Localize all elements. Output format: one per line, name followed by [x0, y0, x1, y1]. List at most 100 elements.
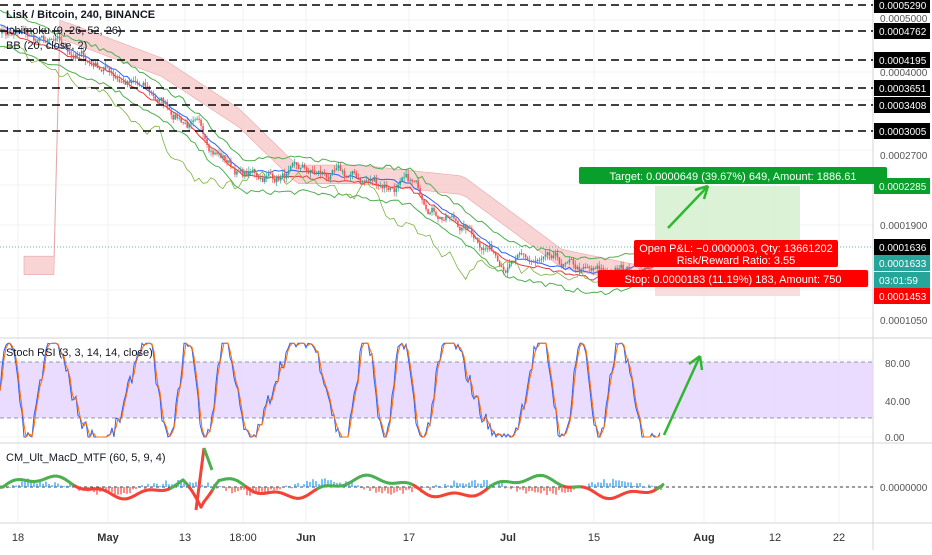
macd-line-segment	[660, 485, 663, 487]
macd-histogram-bar	[300, 486, 302, 487]
candle-body	[304, 165, 306, 168]
macd-histogram-bar	[363, 487, 365, 490]
candle-body	[324, 172, 326, 174]
candle-body	[451, 216, 453, 217]
candle-body	[429, 212, 431, 214]
price-level-tag-text: 0.0003005	[879, 127, 927, 138]
candle-body	[583, 267, 585, 269]
candle-body	[246, 172, 248, 176]
macd-histogram-bar	[216, 487, 218, 489]
candle-body	[262, 178, 264, 182]
macd-histogram-bar	[315, 481, 317, 487]
candle-body	[590, 268, 592, 270]
candle-body	[567, 262, 569, 263]
candle-body	[620, 265, 622, 269]
macd-histogram-bar	[120, 487, 122, 494]
macd-histogram-bar	[432, 486, 434, 487]
candle-body	[497, 256, 499, 262]
macd-histogram-bar	[132, 487, 134, 489]
macd-histogram-bar	[522, 487, 524, 490]
pnl-label: Open P&L: −0.0000003, Qty: 13661202Risk/…	[634, 240, 838, 267]
target-label-text: Target: 0.0000649 (39.67%) 649, Amount: …	[609, 171, 856, 183]
candle-body	[105, 65, 107, 69]
candle-body	[461, 228, 463, 231]
macd-histogram-bar	[648, 485, 650, 487]
candle-body	[133, 80, 135, 81]
candle-body	[473, 234, 475, 238]
bb-legend[interactable]: BB (20, close, 2)	[6, 40, 87, 52]
symbol-title[interactable]: Lisk / Bitcoin, 240, BINANCE	[6, 9, 155, 21]
candle-body	[202, 126, 204, 134]
candle-body	[77, 54, 79, 55]
macd-histogram-bar	[108, 487, 110, 491]
candle-body	[569, 260, 571, 263]
candle-body	[352, 171, 354, 174]
macd-histogram-bar	[303, 484, 305, 487]
macd-legend[interactable]: CM_Ult_MacD_MTF (60, 5, 9, 4)	[6, 452, 166, 464]
candle-body	[592, 268, 594, 270]
stoch-rsi-legend[interactable]: Stoch RSI (3, 3, 14, 14, close)	[6, 347, 153, 359]
price-level-tag-text: 0.0005290	[879, 1, 927, 12]
price-level-tag: 0.0003408	[874, 97, 930, 113]
macd-histogram-bar	[387, 487, 389, 494]
target-price-tag: 0.0002285	[874, 178, 930, 194]
candle-body	[503, 267, 505, 271]
candle-body	[545, 255, 547, 257]
candle-body	[306, 168, 308, 172]
macd-histogram-bar	[462, 483, 464, 487]
macd-histogram-bar	[624, 482, 626, 487]
ichimoku-legend[interactable]: Ichimoku (9, 26, 52, 26)	[6, 25, 122, 37]
candle-body	[302, 165, 304, 168]
candle-body	[282, 173, 284, 177]
candle-body	[264, 178, 266, 182]
candle-body	[401, 178, 403, 181]
price-level-tag: 0.0003005	[874, 123, 930, 139]
candle-body	[350, 175, 352, 177]
candle-body	[447, 216, 449, 218]
macd-histogram-bar	[168, 484, 170, 487]
candle-body	[111, 71, 113, 73]
candle-body	[537, 260, 539, 261]
candle-body	[622, 265, 624, 270]
candle-body	[87, 61, 89, 62]
candle-body	[318, 171, 320, 173]
candle-body	[445, 216, 447, 221]
macd-histogram-bar	[51, 485, 53, 487]
candle-body	[198, 119, 200, 120]
candle-body	[141, 85, 143, 86]
stop-label: Stop: 0.0000183 (11.19%) 183, Amount: 75…	[598, 270, 868, 287]
macd-spike	[204, 448, 212, 470]
macd-histogram-bar	[36, 484, 38, 487]
time-tick: Jun	[296, 532, 316, 544]
candle-body	[240, 169, 242, 171]
candle-body	[286, 174, 288, 178]
candle-body	[573, 259, 575, 264]
macd-histogram-bar	[114, 487, 116, 495]
macd-histogram-bar	[396, 487, 398, 492]
candle-body	[107, 65, 109, 66]
macd-histogram-bar	[381, 487, 383, 493]
candle-body	[254, 170, 256, 173]
macd-histogram-bar	[609, 483, 611, 487]
macd-histogram-bar	[543, 487, 545, 491]
macd-histogram-bar	[483, 480, 485, 487]
macd-histogram-bar	[612, 479, 614, 487]
risk-reward-text: Risk/Reward Ratio: 3.55	[677, 255, 796, 267]
macd-histogram-bar	[195, 482, 197, 487]
candle-body	[314, 170, 316, 173]
candle-body	[551, 256, 553, 258]
candle-body	[348, 177, 350, 178]
stop-price-tag-text: 0.0001453	[879, 292, 927, 303]
macd-histogram-bar	[42, 484, 44, 487]
candle-body	[517, 255, 519, 259]
candle-body	[294, 162, 296, 163]
candle-body	[95, 63, 97, 67]
countdown-tag: 03:01:59	[874, 272, 930, 288]
macd-histogram-bar	[45, 482, 47, 487]
candle-body	[210, 151, 212, 152]
candle-body	[182, 122, 184, 123]
macd-histogram-bar	[642, 486, 644, 487]
target-label: Target: 0.0000649 (39.67%) 649, Amount: …	[579, 167, 887, 184]
candle-body	[557, 253, 559, 257]
